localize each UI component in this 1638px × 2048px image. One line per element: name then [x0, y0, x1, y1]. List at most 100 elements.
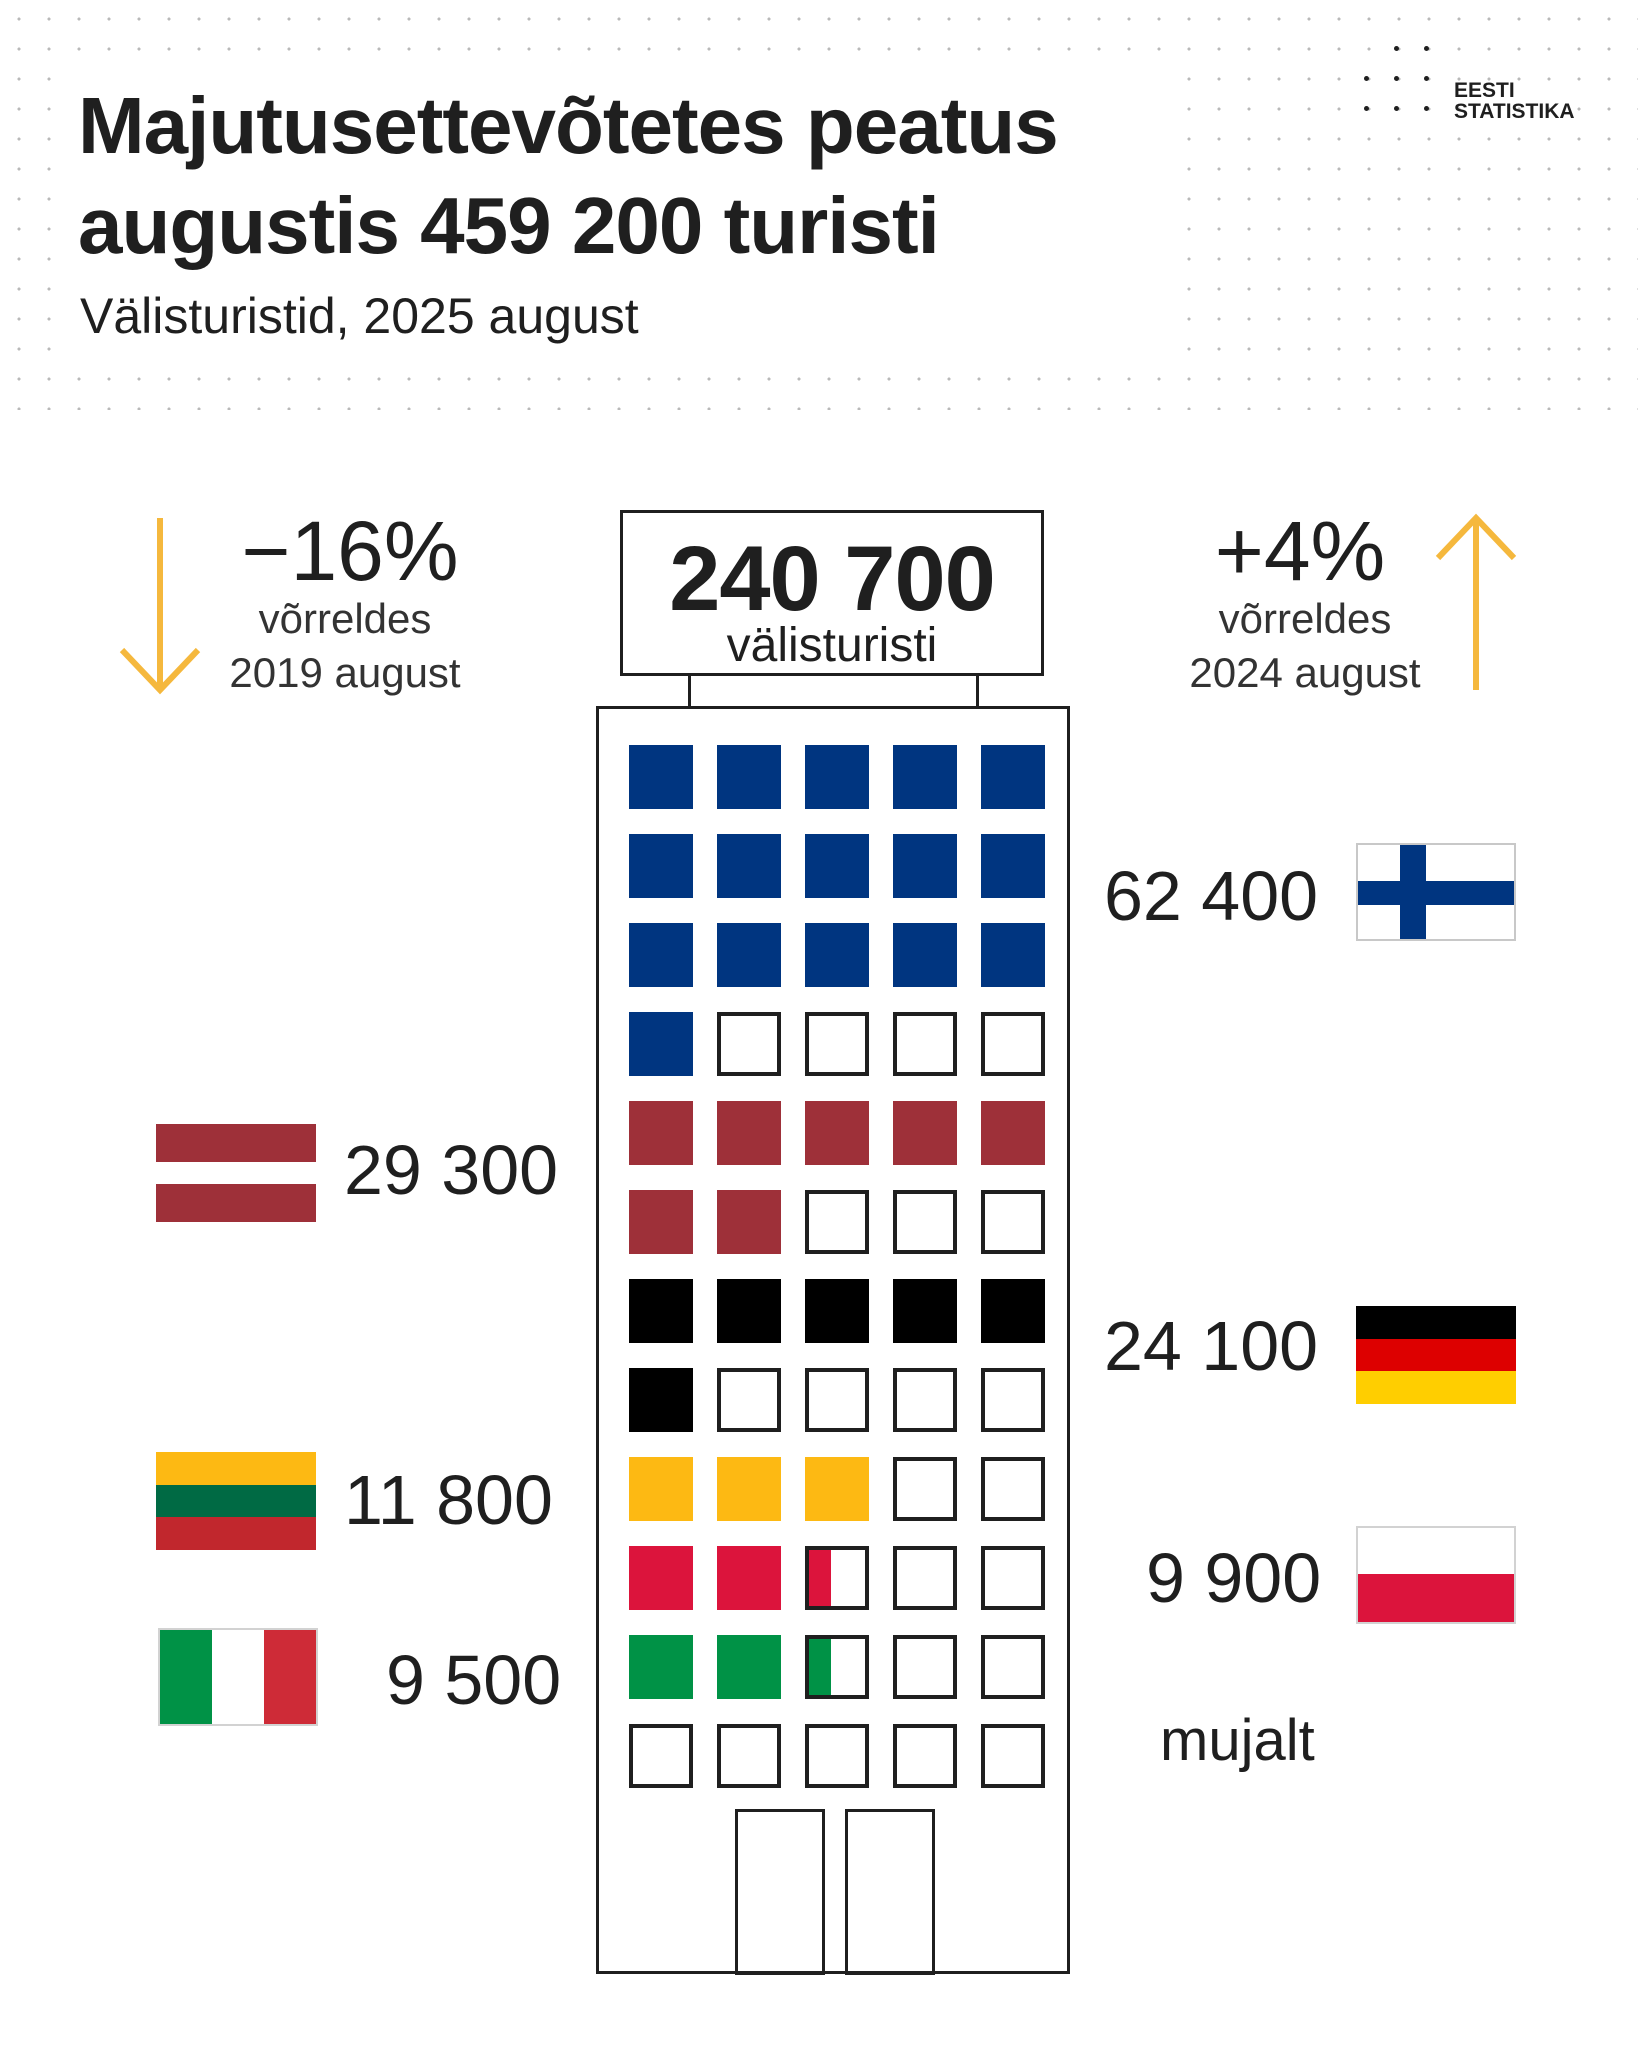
finland-window: [717, 923, 781, 987]
poland-flag-icon: [1356, 1526, 1516, 1624]
lithuania-flag-icon: [156, 1452, 316, 1550]
finland-window: [717, 745, 781, 809]
door-right: [845, 1809, 935, 1975]
logo-line-1: EESTI: [1454, 79, 1515, 102]
finland-window: [893, 834, 957, 898]
page-title: Majutusettevõtetes peatus augustis 459 2…: [78, 76, 1198, 276]
poland-window: [629, 1546, 693, 1610]
lithuania-window: [629, 1457, 693, 1521]
italy-window-fill: [809, 1639, 832, 1695]
other-window: [717, 1724, 781, 1788]
finland-window: [629, 745, 693, 809]
poland-window: [981, 1546, 1045, 1610]
finland-window: [717, 1012, 781, 1076]
finland-window: [629, 834, 693, 898]
left-change-value: −16%: [241, 504, 459, 598]
up-arrow-icon: [1435, 513, 1517, 690]
other-window: [805, 1724, 869, 1788]
finland-window: [981, 1012, 1045, 1076]
latvia-window: [893, 1190, 957, 1254]
finland-window: [717, 834, 781, 898]
sign-post-left: [688, 676, 691, 706]
title-background: [52, 62, 1182, 362]
other-label: mujalt: [1160, 1708, 1315, 1773]
other-window: [629, 1724, 693, 1788]
italy-window: [805, 1635, 869, 1699]
left-caption-line-1: võrreldes: [258, 595, 432, 642]
lithuania-window: [805, 1457, 869, 1521]
right-caption-line-1: võrreldes: [1218, 595, 1392, 642]
finland-value: 62 400: [1104, 857, 1319, 935]
latvia-window: [893, 1101, 957, 1165]
poland-value: 9 900: [1146, 1539, 1322, 1617]
left-caption-line-2: 2019 august: [229, 649, 461, 696]
latvia-window: [629, 1190, 693, 1254]
germany-window: [717, 1368, 781, 1432]
finland-window: [629, 1012, 693, 1076]
finland-window: [805, 1012, 869, 1076]
down-arrow-icon: [119, 518, 201, 695]
lithuania-window: [717, 1457, 781, 1521]
right-change-caption: võrreldes 2024 august: [1150, 592, 1460, 700]
finland-window: [981, 834, 1045, 898]
lithuania-value: 11 800: [344, 1461, 553, 1539]
latvia-window: [717, 1101, 781, 1165]
germany-window: [805, 1368, 869, 1432]
germany-window: [629, 1368, 693, 1432]
finland-window: [629, 923, 693, 987]
latvia-window: [805, 1190, 869, 1254]
total-label: välisturisti: [726, 619, 938, 672]
title-line-2: augustis 459 200 turisti: [78, 181, 940, 270]
germany-window: [629, 1279, 693, 1343]
finland-window: [893, 745, 957, 809]
italy-flag-icon: [158, 1628, 318, 1726]
right-caption-line-2: 2024 august: [1189, 649, 1421, 696]
eesti-statistika-logo: EESTI STATISTIKA: [1364, 46, 1584, 126]
germany-window: [893, 1279, 957, 1343]
latvia-window: [805, 1101, 869, 1165]
finland-window: [981, 745, 1045, 809]
italy-window: [717, 1635, 781, 1699]
germany-window: [981, 1368, 1045, 1432]
italy-window: [893, 1635, 957, 1699]
finland-window: [805, 834, 869, 898]
lithuania-window: [893, 1457, 957, 1521]
latvia-flag-icon: [156, 1124, 316, 1222]
poland-window: [805, 1546, 869, 1610]
total-sign: 240 700 välisturisti: [620, 510, 1044, 676]
latvia-window: [981, 1101, 1045, 1165]
finland-window: [981, 923, 1045, 987]
finland-window: [805, 923, 869, 987]
left-change-caption: võrreldes 2019 august: [190, 592, 500, 700]
poland-window: [717, 1546, 781, 1610]
building-pictogram: [596, 706, 1070, 1975]
latvia-value: 29 300: [344, 1131, 559, 1209]
latvia-window: [629, 1101, 693, 1165]
logo-text: EESTI STATISTIKA: [1454, 80, 1575, 122]
title-line-1: Majutusettevõtetes peatus: [78, 81, 1059, 170]
germany-window: [893, 1368, 957, 1432]
finland-window: [893, 1012, 957, 1076]
latvia-window: [717, 1190, 781, 1254]
germany-window: [717, 1279, 781, 1343]
finland-window: [805, 745, 869, 809]
italy-window: [629, 1635, 693, 1699]
other-window: [893, 1724, 957, 1788]
page-subtitle: Välisturistid, 2025 august: [80, 288, 639, 344]
finland-flag-icon: [1356, 843, 1516, 941]
germany-window: [981, 1279, 1045, 1343]
germany-window: [805, 1279, 869, 1343]
total-value: 240 700: [669, 528, 996, 630]
finland-window: [893, 923, 957, 987]
logo-line-2: STATISTIKA: [1454, 100, 1575, 123]
germany-flag-icon: [1356, 1306, 1516, 1404]
italy-window: [981, 1635, 1045, 1699]
poland-window: [893, 1546, 957, 1610]
door-left: [735, 1809, 825, 1975]
latvia-window: [981, 1190, 1045, 1254]
lithuania-window: [981, 1457, 1045, 1521]
italy-value: 9 500: [386, 1641, 562, 1719]
right-change-value: +4%: [1214, 504, 1386, 598]
poland-window-fill: [809, 1550, 832, 1606]
sign-post-right: [976, 676, 979, 706]
